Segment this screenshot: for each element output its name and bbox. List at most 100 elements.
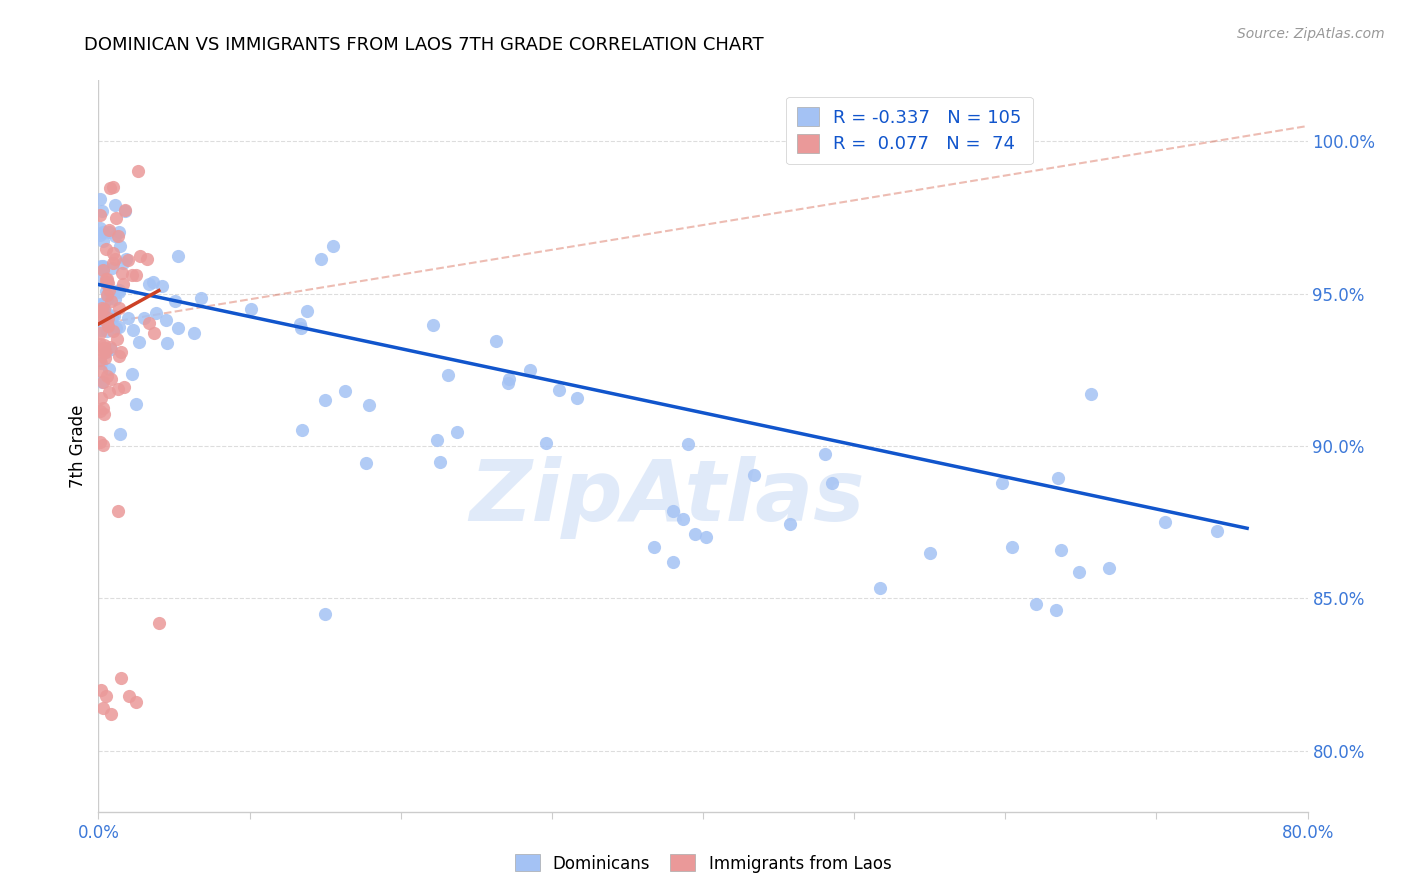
Point	[1045, 603, 1067, 617]
Point	[422, 318, 444, 333]
Point	[314, 607, 336, 621]
Point	[101, 256, 124, 270]
Point	[89, 209, 111, 223]
Point	[125, 695, 148, 709]
Point	[124, 268, 146, 282]
Point	[122, 322, 145, 336]
Point	[96, 287, 118, 301]
Point	[145, 306, 167, 320]
Point	[429, 455, 451, 469]
Point	[135, 252, 157, 266]
Point	[101, 179, 124, 194]
Point	[97, 276, 120, 290]
Point	[91, 234, 114, 248]
Point	[91, 701, 114, 715]
Point	[446, 425, 468, 440]
Point	[676, 437, 699, 451]
Point	[91, 225, 114, 239]
Point	[100, 342, 122, 356]
Point	[105, 321, 128, 335]
Point	[97, 318, 120, 333]
Point	[138, 277, 160, 292]
Point	[814, 447, 837, 461]
Point	[94, 689, 117, 703]
Point	[94, 242, 117, 256]
Point	[91, 260, 114, 275]
Point	[110, 671, 132, 685]
Legend: R = -0.337   N = 105, R =  0.077   N =  74: R = -0.337 N = 105, R = 0.077 N = 74	[786, 96, 1032, 164]
Point	[96, 324, 118, 338]
Point	[1206, 524, 1229, 539]
Point	[148, 615, 170, 630]
Point	[166, 248, 188, 262]
Y-axis label: 7th Grade: 7th Grade	[69, 404, 87, 488]
Point	[98, 361, 121, 376]
Point	[100, 310, 122, 324]
Point	[96, 284, 118, 298]
Point	[101, 324, 124, 338]
Point	[125, 397, 148, 411]
Point	[96, 272, 118, 286]
Point	[89, 273, 111, 287]
Point	[356, 456, 378, 470]
Point	[107, 349, 129, 363]
Point	[97, 384, 120, 399]
Text: ZipAtlas: ZipAtlas	[470, 456, 865, 539]
Point	[89, 192, 111, 206]
Point	[98, 180, 121, 194]
Point	[107, 383, 129, 397]
Point	[89, 308, 111, 322]
Point	[108, 283, 131, 297]
Point	[98, 340, 121, 354]
Point	[90, 259, 112, 273]
Point	[437, 368, 460, 383]
Point	[101, 261, 124, 276]
Point	[115, 252, 138, 266]
Point	[100, 293, 122, 308]
Point	[112, 380, 135, 394]
Point	[166, 321, 188, 335]
Point	[96, 316, 118, 330]
Point	[98, 283, 121, 297]
Point	[108, 427, 131, 442]
Legend: Dominicans, Immigrants from Laos: Dominicans, Immigrants from Laos	[508, 847, 898, 880]
Point	[779, 517, 801, 532]
Point	[97, 223, 120, 237]
Point	[1024, 598, 1046, 612]
Point	[89, 227, 111, 242]
Point	[94, 309, 117, 323]
Point	[548, 383, 571, 397]
Point	[534, 436, 557, 450]
Point	[105, 332, 128, 346]
Point	[661, 555, 683, 569]
Point	[869, 581, 891, 595]
Point	[89, 221, 111, 235]
Point	[565, 391, 588, 405]
Point	[1154, 515, 1177, 529]
Point	[89, 352, 111, 367]
Point	[107, 504, 129, 518]
Point	[183, 326, 205, 340]
Point	[114, 203, 136, 218]
Point	[498, 376, 520, 391]
Point	[291, 423, 314, 437]
Point	[89, 336, 111, 351]
Point	[357, 398, 380, 412]
Point	[93, 401, 115, 416]
Point	[114, 202, 136, 217]
Point	[97, 225, 120, 239]
Point	[96, 292, 118, 306]
Point	[1069, 566, 1091, 580]
Point	[93, 341, 115, 355]
Point	[89, 326, 111, 340]
Point	[91, 376, 114, 390]
Point	[90, 204, 112, 219]
Point	[100, 707, 122, 722]
Point	[112, 256, 135, 270]
Point	[93, 259, 115, 273]
Point	[322, 239, 344, 253]
Point	[110, 266, 132, 280]
Point	[107, 285, 129, 299]
Point	[96, 368, 118, 383]
Point	[104, 197, 127, 211]
